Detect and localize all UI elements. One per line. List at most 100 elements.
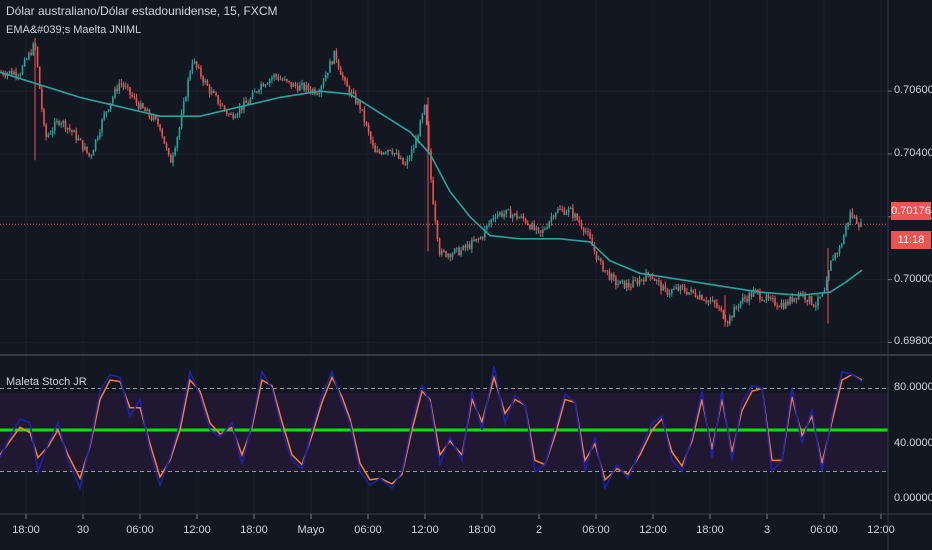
candle-body [258,90,260,93]
candle-body [350,92,353,95]
candle-body [735,306,738,308]
candle-body [8,70,11,74]
candle-body [621,280,624,282]
candle-body [397,152,400,159]
candle-body [292,83,295,87]
candle-body [187,79,189,97]
candle-body [225,109,228,114]
candle-body [509,209,512,219]
overlay-indicator-title[interactable]: EMA&#039;s Maelta JNIML [6,24,142,36]
candle-body [630,286,632,288]
candle-body [634,280,637,282]
candle-body [271,77,273,80]
candle-body [142,103,144,108]
candle-body [335,50,338,61]
candle-body [692,289,695,293]
candle-body [473,240,475,242]
candle-body [19,74,22,76]
stoch-band-fill [0,393,888,472]
candle-body [421,114,424,121]
candle-body [264,84,267,87]
candle-body [124,86,127,88]
candle-body [810,295,813,305]
candle-body [494,217,497,219]
candle-body [36,46,39,67]
candle-body [92,150,95,156]
candle-body [367,124,370,133]
candle-body [855,216,858,225]
candle-body [116,88,118,92]
candle-body [38,66,41,89]
candle-body [858,224,860,228]
candle-body [103,113,105,120]
candle-body [232,113,234,119]
last-price-badge: 0.70176 [891,202,931,220]
candle-body [733,306,735,318]
candle-body [71,130,73,133]
candle-body [161,129,164,137]
symbol-title: Dólar australiano/Dólar estadounidense, … [6,4,278,18]
candle-body [73,130,75,133]
candle-body [572,208,574,218]
candle-body [206,80,209,86]
candle-body [219,103,222,106]
candle-body [266,83,269,85]
candle-body [600,258,602,261]
candle-body [260,83,262,91]
candle-body [215,92,217,96]
candle-body [404,164,406,166]
candle-body [413,148,415,150]
candle-body [324,75,327,82]
candle-body [795,297,798,300]
candle-body [402,157,404,165]
oscillator-tick-label: 80.00000 [894,381,932,394]
candle-body [750,293,753,297]
candle-body [393,153,396,155]
oscillator-tick-label: 0.00000 [894,492,932,505]
candle-body [339,67,342,75]
candle-body [701,295,703,300]
candle-body [262,83,265,87]
candle-body [241,107,243,110]
candle-body [668,293,671,295]
candle-body [172,155,174,163]
candle-body [180,113,183,128]
candle-body [582,228,585,232]
candle-body [608,271,611,280]
candle-body [612,274,615,278]
candle-body [210,91,213,94]
candle-body [550,216,553,222]
candle-body [66,127,69,130]
candle-body [479,237,482,240]
candle-body [827,270,830,281]
candle-body [776,305,778,307]
candle-body [763,300,766,302]
candle-body [380,152,383,155]
candle-body [281,79,284,81]
candle-body [56,121,58,123]
candle-body [529,224,531,230]
time-tick-label: 30 [76,524,90,536]
candle-body [649,274,652,278]
candle-body [81,140,84,151]
candle-body [716,303,718,308]
candle-body [677,287,680,291]
candle-body [746,298,748,302]
candle-body [720,307,723,310]
oscillator-tick-label: 40.00000 [894,436,932,449]
candle-body [419,120,422,137]
candle-body [580,222,583,229]
candle-body [505,209,508,214]
candle-body [230,113,232,115]
candle-body [23,59,26,67]
candle-body [193,61,196,64]
candle-body [640,279,643,281]
candles [0,37,862,327]
candle-body [645,272,647,282]
candle-body [784,301,787,309]
candle-body [13,71,15,75]
oscillator-title[interactable]: Maleta Stoch JR [6,376,87,388]
candle-body [722,309,725,319]
candle-body [589,232,591,239]
